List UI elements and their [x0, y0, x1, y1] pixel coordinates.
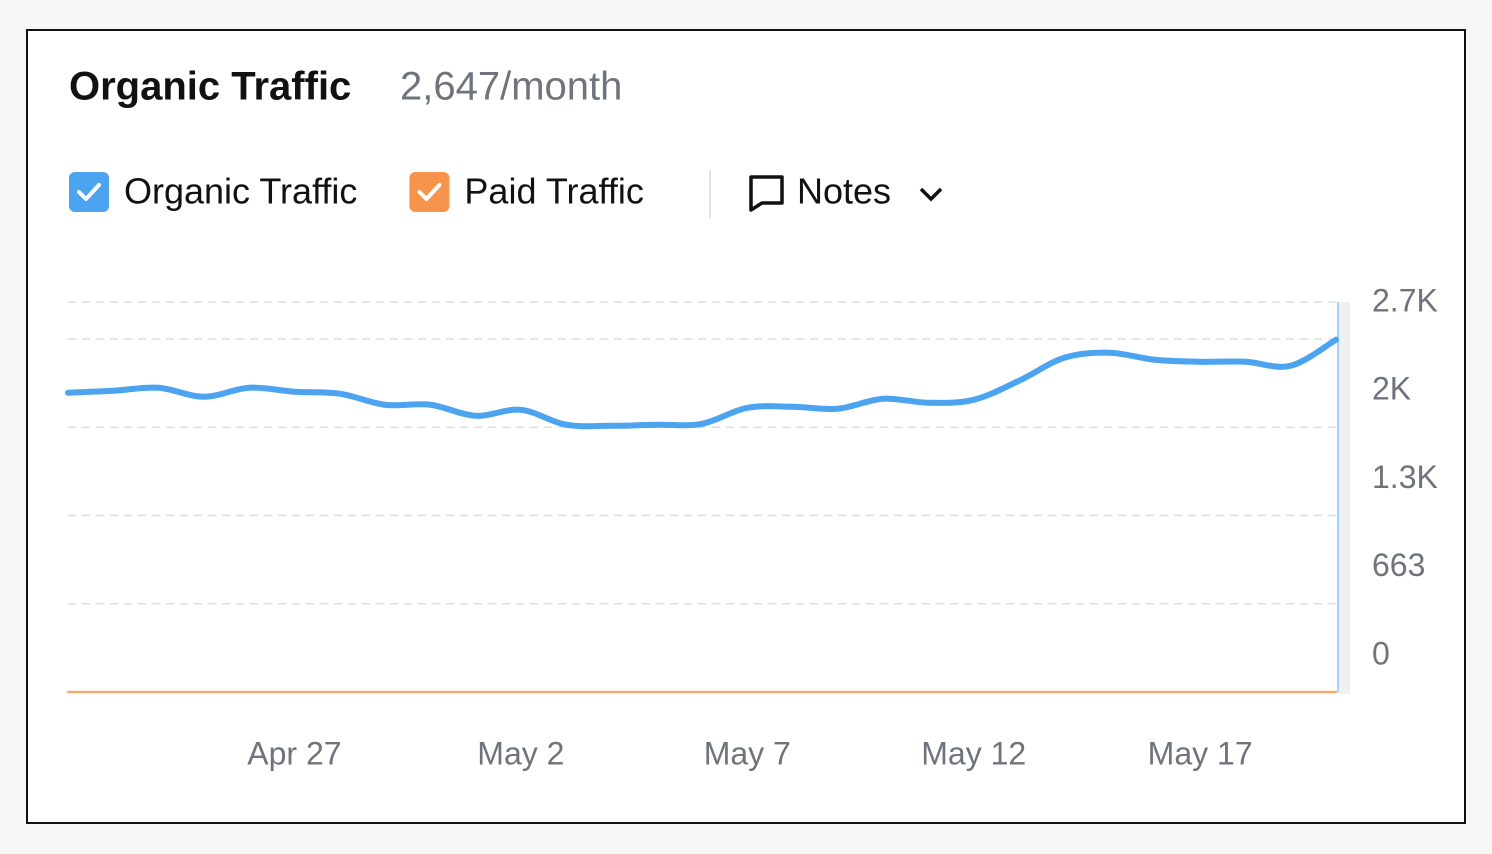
x-tick-label: May 12 [921, 735, 1026, 771]
card [26, 29, 1466, 824]
chart-title: Organic Traffic [69, 65, 351, 109]
y-tick-label: 1.3K [1372, 459, 1438, 495]
notes-icon [749, 175, 784, 212]
y-tick-label: 2K [1372, 371, 1411, 407]
legend-label: Organic Traffic [124, 171, 357, 212]
x-tick-label: May 17 [1148, 735, 1253, 771]
notes-chevron [919, 187, 943, 202]
y-tick-label: 0 [1372, 635, 1390, 671]
x-tick-label: May 7 [704, 735, 791, 771]
legend-label: Paid Traffic [464, 171, 643, 212]
x-tick-label: Apr 27 [247, 735, 341, 771]
y-tick-label: 663 [1372, 547, 1425, 583]
chart-subtitle: 2,647/month [400, 65, 622, 109]
x-tick-label: May 2 [477, 735, 564, 771]
notes-button[interactable]: Notes [749, 171, 943, 212]
legend-check [417, 183, 442, 201]
legend-checkbox [409, 172, 450, 212]
legend-item[interactable]: Paid Traffic [409, 171, 644, 212]
legend-item[interactable]: Organic Traffic [69, 171, 357, 212]
legend-checkbox [69, 172, 109, 212]
legend-check [77, 183, 101, 201]
series-line [65, 336, 1339, 430]
y-tick-label: 2.7K [1372, 282, 1438, 318]
cursor-band [1338, 302, 1350, 694]
notes-label: Notes [797, 171, 891, 212]
